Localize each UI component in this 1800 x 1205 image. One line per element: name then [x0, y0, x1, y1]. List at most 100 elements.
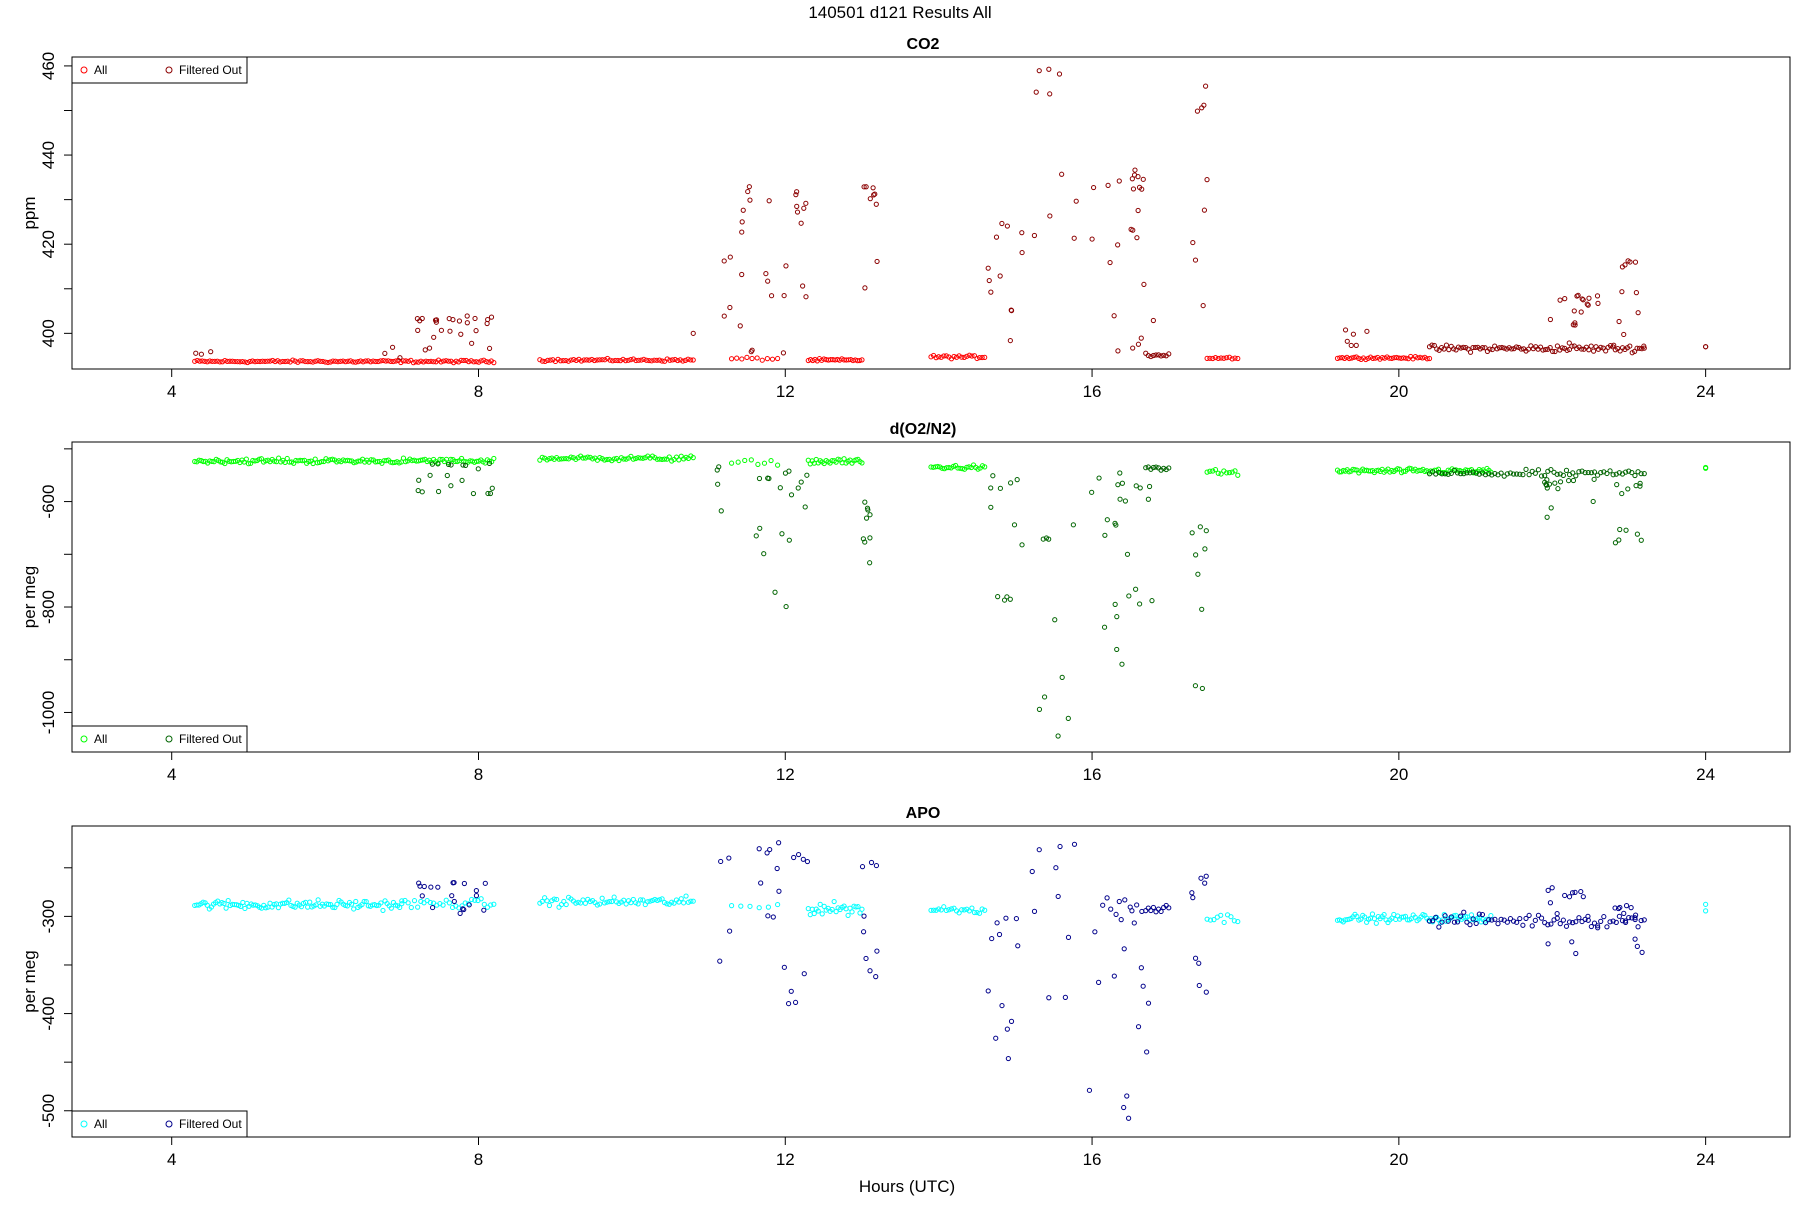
data-point — [571, 356, 577, 363]
data-point — [1570, 470, 1576, 476]
data-point — [1623, 527, 1629, 533]
data-point — [426, 345, 433, 351]
data-point — [659, 358, 665, 364]
data-point — [1202, 83, 1209, 89]
data-point — [979, 906, 985, 912]
data-point — [681, 900, 687, 906]
data-point — [421, 883, 427, 890]
data-point — [448, 462, 454, 468]
data-point — [204, 359, 210, 365]
data-point — [1472, 344, 1478, 351]
data-point — [224, 358, 230, 364]
data-point — [948, 906, 955, 912]
data-point — [1053, 865, 1059, 871]
data-point — [652, 896, 658, 903]
data-point — [1517, 915, 1523, 922]
data-point — [554, 896, 560, 903]
data-point — [982, 464, 988, 470]
data-point — [560, 358, 566, 364]
data-point — [478, 358, 484, 364]
data-point — [1613, 919, 1619, 925]
data-point — [804, 472, 810, 478]
data-point — [1562, 892, 1568, 899]
data-point — [633, 455, 639, 462]
data-point — [1352, 467, 1358, 473]
data-point — [607, 357, 613, 363]
data-point — [1232, 468, 1238, 474]
data-point — [788, 988, 794, 994]
data-point — [1029, 868, 1035, 875]
data-point — [307, 899, 313, 905]
data-point — [227, 358, 233, 364]
data-point — [1119, 480, 1125, 486]
data-point — [363, 898, 369, 905]
data-point — [767, 846, 773, 853]
data-point — [1004, 1026, 1010, 1032]
data-point — [403, 358, 409, 364]
data-point — [676, 457, 682, 463]
data-point — [252, 359, 258, 365]
data-point — [444, 472, 450, 479]
data-point — [678, 896, 684, 902]
data-point — [1116, 178, 1122, 184]
data-point — [322, 359, 329, 365]
y-tick-label: -500 — [39, 1094, 58, 1128]
legend-marker — [165, 735, 173, 743]
data-point — [1572, 320, 1578, 326]
data-point — [582, 900, 588, 906]
data-point — [587, 898, 593, 905]
data-point — [491, 360, 497, 366]
data-point — [1604, 470, 1610, 477]
data-point — [488, 314, 495, 320]
data-point — [1092, 929, 1098, 935]
data-point — [1616, 537, 1622, 543]
data-point — [860, 929, 867, 935]
data-point — [1055, 893, 1061, 900]
data-point — [481, 901, 487, 907]
data-point — [373, 358, 379, 365]
data-point — [1461, 471, 1467, 477]
data-point — [584, 357, 590, 363]
data-point — [415, 327, 421, 333]
data-point — [1348, 342, 1354, 349]
data-point — [1501, 345, 1507, 351]
data-point — [1535, 467, 1542, 473]
data-point — [342, 902, 348, 909]
data-point — [539, 358, 546, 364]
data-point — [1369, 911, 1376, 917]
data-point — [1588, 470, 1594, 476]
data-point — [1148, 353, 1154, 360]
data-point — [399, 898, 405, 904]
data-point — [350, 359, 356, 365]
data-point — [1426, 355, 1433, 362]
data-point — [1129, 176, 1135, 182]
data-point — [1473, 470, 1479, 476]
data-point — [1046, 995, 1052, 1001]
data-point — [355, 359, 361, 365]
data-point — [1593, 344, 1599, 350]
data-point — [635, 455, 641, 461]
data-point — [740, 207, 746, 213]
data-point — [739, 356, 745, 362]
data-point — [469, 340, 475, 346]
data-point — [330, 904, 336, 910]
data-point — [486, 359, 492, 365]
data-point — [1036, 706, 1043, 712]
data-point — [1622, 262, 1628, 268]
data-point — [1562, 296, 1568, 302]
data-point — [1107, 259, 1113, 266]
data-point — [1594, 293, 1601, 299]
scatter-points — [192, 66, 1709, 366]
data-point — [405, 358, 411, 364]
data-point — [1549, 348, 1556, 355]
data-point — [1473, 920, 1479, 927]
data-point — [1403, 355, 1409, 361]
data-point — [462, 462, 469, 469]
data-point — [1046, 66, 1052, 72]
data-point — [300, 358, 306, 364]
data-point — [657, 456, 663, 462]
data-point — [1353, 342, 1359, 348]
data-point — [1153, 352, 1159, 358]
data-point — [1572, 322, 1578, 328]
